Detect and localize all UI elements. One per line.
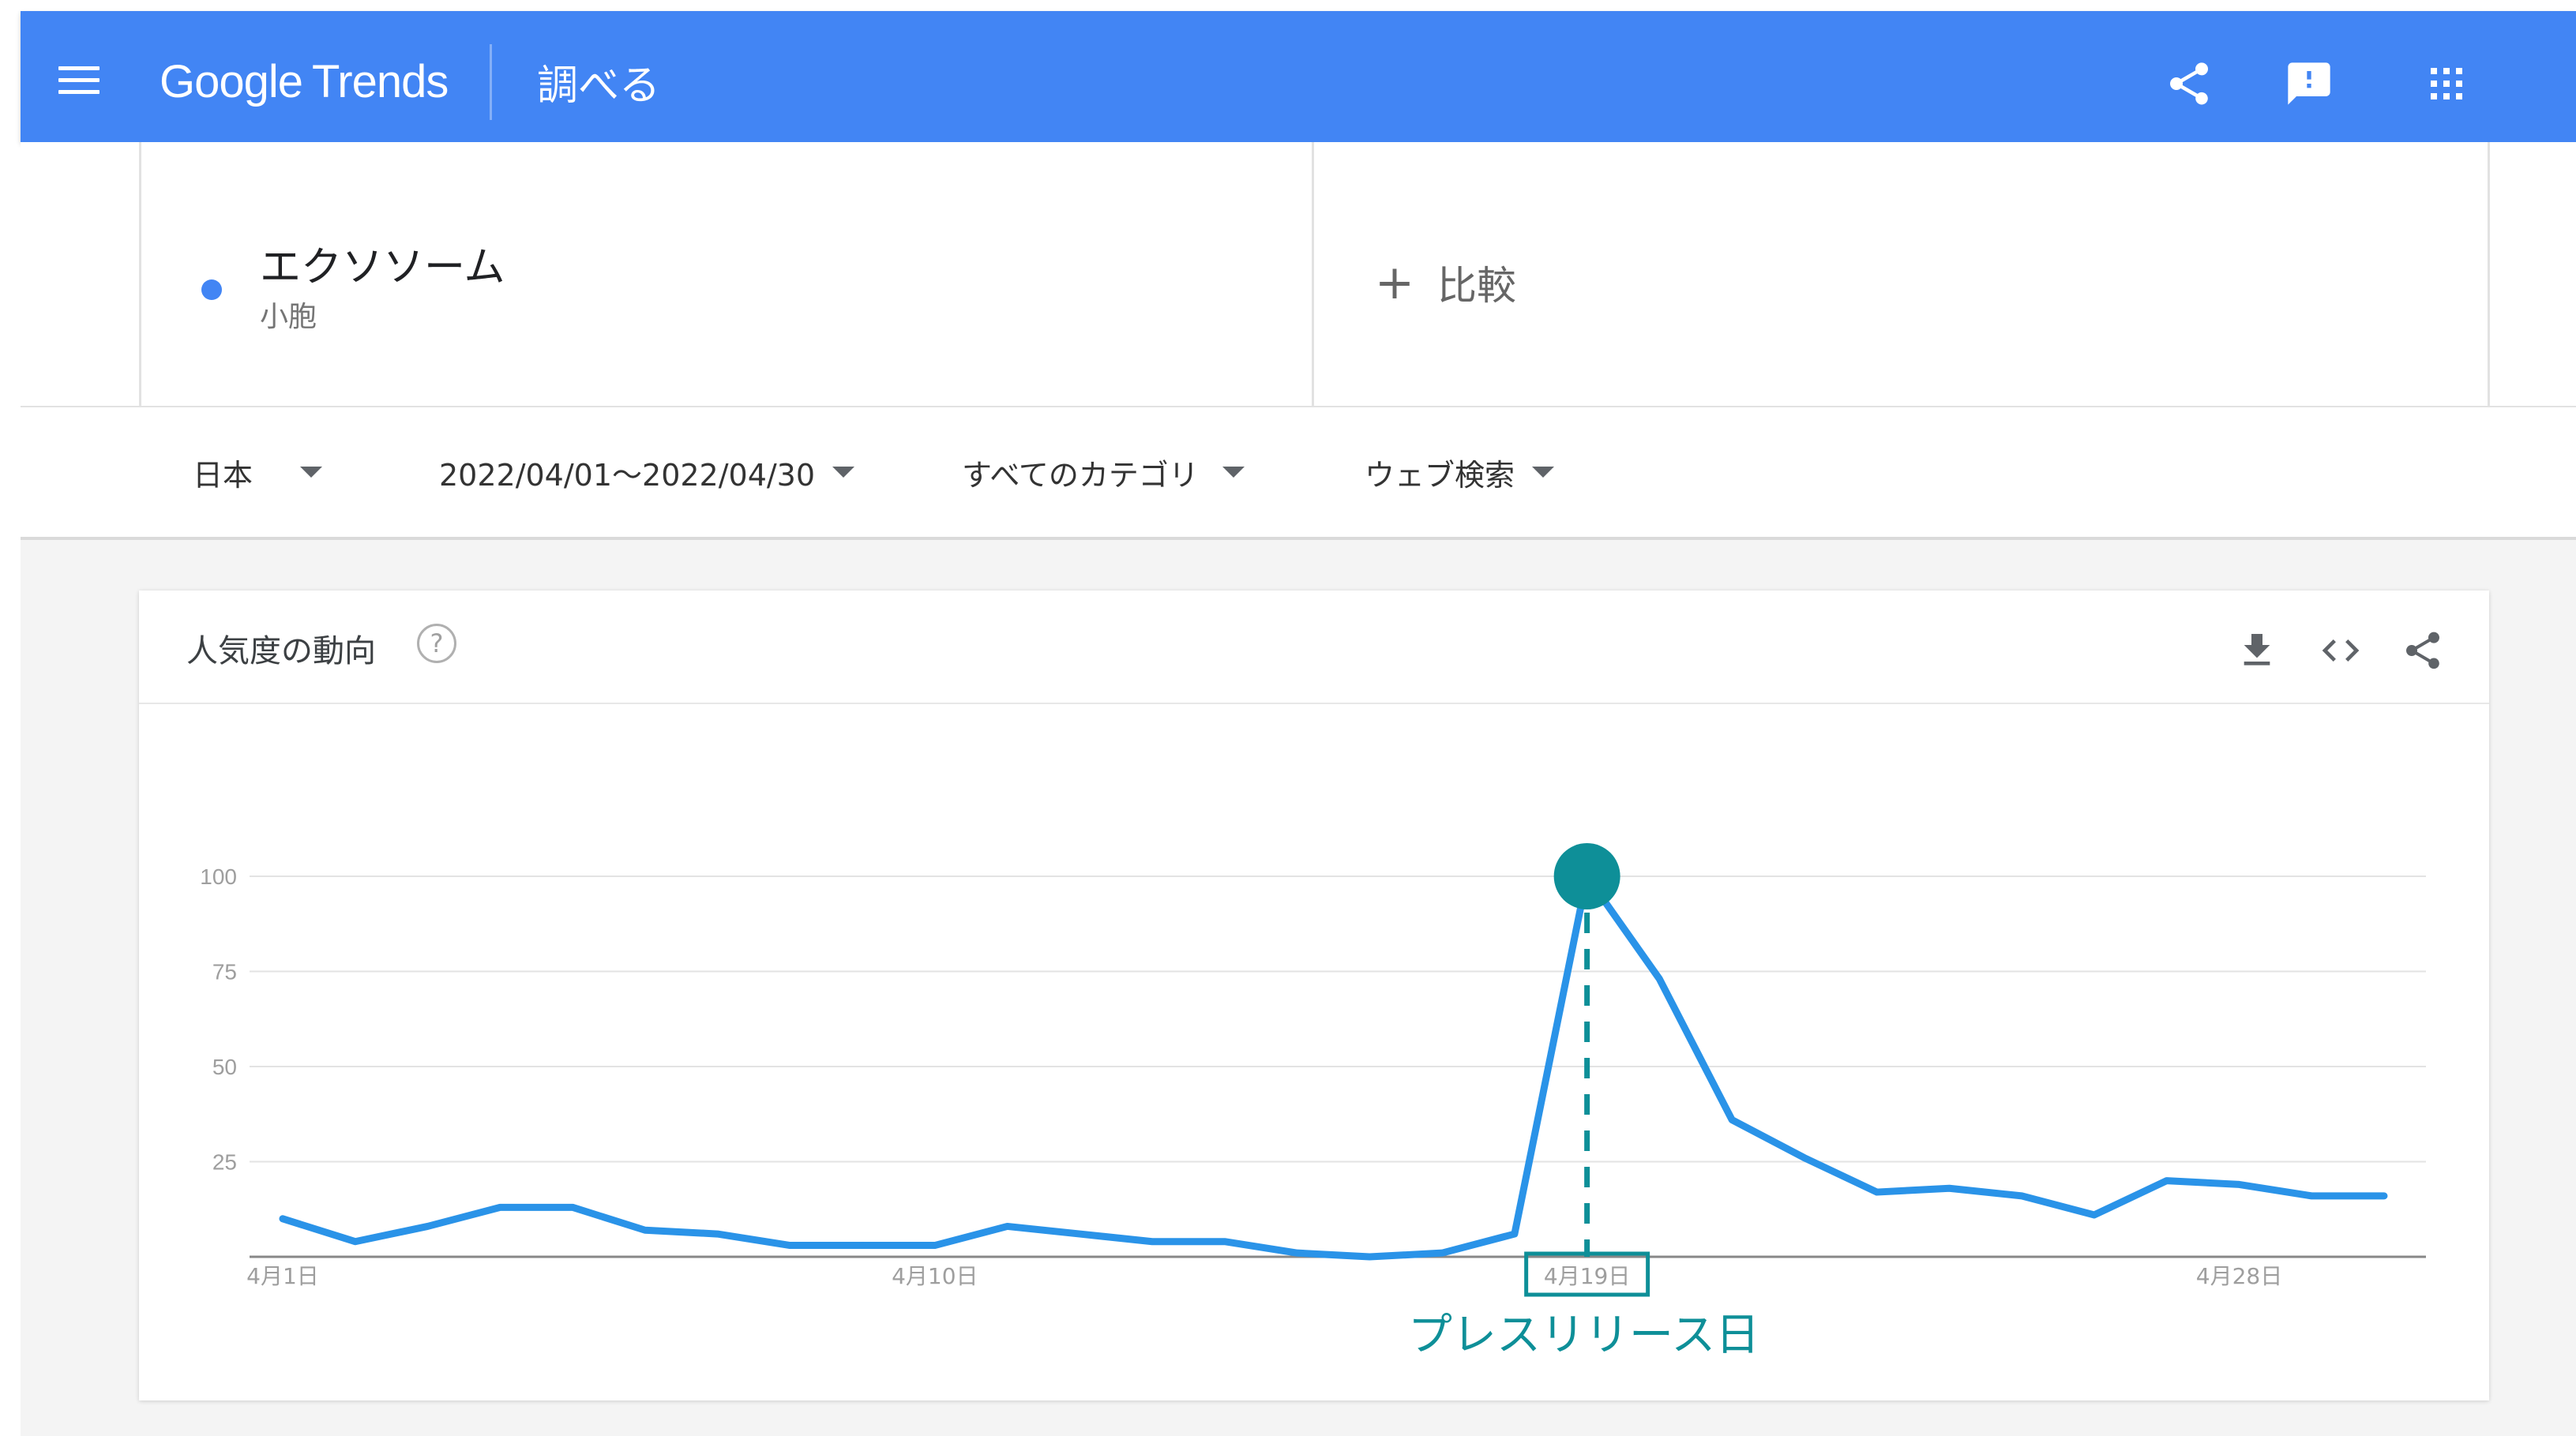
caret-down-icon bbox=[300, 467, 323, 478]
series-line bbox=[279, 872, 2388, 1261]
logo-google-text: Google bbox=[160, 56, 303, 107]
data-point bbox=[1076, 1231, 1083, 1238]
card-header: 人気度の動向 ? bbox=[139, 591, 2489, 704]
y-tick-label: 100 bbox=[200, 864, 237, 889]
data-point bbox=[497, 1204, 504, 1211]
data-point bbox=[569, 1204, 576, 1211]
help-icon[interactable]: ? bbox=[417, 624, 456, 663]
interest-over-time-card: 人気度の動向 ? 25 50 75 100 4月1日 4月10日 4月19日 4月28日プレス… bbox=[139, 591, 2489, 1400]
plus-icon: + bbox=[1374, 255, 1415, 310]
apps-grid-icon[interactable] bbox=[2421, 58, 2472, 109]
data-point bbox=[2018, 1192, 2026, 1199]
share-icon[interactable] bbox=[2401, 628, 2445, 673]
download-icon[interactable] bbox=[2235, 628, 2279, 673]
feedback-icon[interactable] bbox=[2284, 58, 2334, 109]
caret-down-icon bbox=[1532, 467, 1555, 478]
data-point bbox=[931, 1242, 938, 1249]
x-tick-label: 4月1日 bbox=[246, 1263, 319, 1289]
card-border bbox=[2488, 142, 2490, 406]
data-point bbox=[1946, 1185, 1953, 1192]
search-type-filter-label: ウェブ検索 bbox=[1365, 457, 1515, 493]
data-point bbox=[424, 1223, 431, 1230]
x-tick-label: 4月10日 bbox=[892, 1263, 978, 1289]
data-point bbox=[1439, 1250, 1446, 1257]
data-point bbox=[1221, 1238, 1228, 1245]
app-header: Google Trends 調べる bbox=[21, 11, 2576, 142]
search-terms-row: エクソソーム 小胞 + 比較 bbox=[21, 142, 2576, 408]
caret-down-icon bbox=[832, 467, 855, 478]
search-type-filter[interactable]: ウェブ検索 bbox=[1365, 447, 1555, 497]
data-point bbox=[2236, 1181, 2243, 1188]
x-tick-label: 4月28日 bbox=[2196, 1263, 2282, 1289]
category-filter-label: すべてのカテゴリ bbox=[962, 457, 1199, 493]
filter-bar: 日本 2022/04/01～2022/04/30 すべてのカテゴリ ウェブ検索 bbox=[21, 407, 2576, 540]
data-point bbox=[2090, 1211, 2097, 1218]
data-point bbox=[641, 1227, 648, 1234]
trends-page: Google Trends 調べる エクソソーム 小胞 + 比較 日本 bbox=[21, 11, 2576, 1436]
series-color-dot bbox=[201, 279, 222, 300]
annotation-label: プレスリリース日 bbox=[1408, 1310, 1759, 1361]
data-point bbox=[859, 1242, 866, 1249]
data-point bbox=[1801, 1154, 1808, 1161]
google-trends-logo[interactable]: Google Trends bbox=[160, 55, 449, 108]
data-point bbox=[1656, 976, 1663, 983]
logo-trends-text: Trends bbox=[312, 56, 449, 107]
caret-down-icon bbox=[1222, 467, 1245, 478]
y-tick-label: 25 bbox=[212, 1150, 237, 1175]
date-range-filter-label: 2022/04/01～2022/04/30 bbox=[439, 457, 816, 493]
search-term-type: 小胞 bbox=[260, 301, 317, 333]
page-title: 調べる bbox=[537, 62, 661, 110]
data-point bbox=[1004, 1223, 1011, 1230]
date-range-filter[interactable]: 2022/04/01～2022/04/30 bbox=[439, 447, 855, 497]
card-title: 人気度の動向 bbox=[186, 633, 376, 669]
data-point bbox=[714, 1231, 721, 1238]
data-point bbox=[1366, 1254, 1373, 1260]
share-icon[interactable] bbox=[2164, 58, 2214, 109]
highlight-marker bbox=[1553, 843, 1620, 909]
data-point bbox=[787, 1242, 794, 1249]
data-point bbox=[1294, 1250, 1301, 1257]
data-point bbox=[1873, 1189, 1880, 1196]
embed-code-icon[interactable] bbox=[2319, 628, 2363, 673]
data-point bbox=[2163, 1177, 2170, 1184]
data-point bbox=[351, 1238, 359, 1245]
header-divider bbox=[490, 44, 492, 120]
compare-button[interactable]: + 比較 bbox=[1369, 251, 1516, 314]
y-tick-label: 50 bbox=[212, 1055, 237, 1079]
region-filter[interactable]: 日本 bbox=[193, 447, 323, 497]
y-tick-label: 75 bbox=[212, 960, 237, 984]
data-point bbox=[280, 1215, 286, 1222]
data-point bbox=[2381, 1192, 2387, 1199]
search-term-card[interactable]: エクソソーム 小胞 bbox=[139, 142, 1314, 406]
compare-label: 比較 bbox=[1437, 263, 1516, 309]
x-tick-label: 4月19日 bbox=[1544, 1263, 1630, 1289]
data-point bbox=[1729, 1116, 1736, 1123]
search-term-name: エクソソーム bbox=[260, 244, 505, 291]
category-filter[interactable]: すべてのカテゴリ bbox=[962, 447, 1245, 497]
data-point bbox=[1511, 1231, 1518, 1238]
data-point bbox=[1149, 1238, 1156, 1245]
region-filter-label: 日本 bbox=[193, 457, 253, 493]
data-point bbox=[2308, 1192, 2315, 1199]
hamburger-menu-icon[interactable] bbox=[58, 66, 100, 98]
